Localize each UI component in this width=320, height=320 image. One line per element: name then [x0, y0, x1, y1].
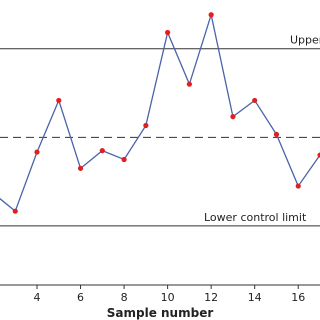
- x-tick-label: 16: [291, 291, 305, 304]
- data-point: [121, 156, 127, 163]
- data-point: [273, 131, 280, 137]
- data-point: [208, 12, 214, 18]
- data-point: [99, 148, 105, 154]
- data-point: [34, 149, 40, 155]
- data-point: [252, 97, 258, 104]
- x-tick-label: 6: [77, 291, 84, 304]
- data-point: [143, 122, 149, 129]
- data-point: [77, 165, 84, 171]
- data-point: [56, 97, 62, 104]
- x-tick-label: 8: [121, 291, 128, 304]
- x-tick-label: 4: [34, 291, 41, 304]
- data-point: [186, 81, 192, 87]
- x-tick-label: 14: [248, 291, 262, 304]
- x-axis-label: Sample number: [107, 306, 214, 320]
- data-point: [165, 29, 171, 36]
- data-point: [12, 208, 18, 214]
- x-tick-label: 12: [204, 291, 218, 304]
- x-tick-label: 10: [161, 291, 175, 304]
- control-limit-label: Lower control limit: [204, 211, 307, 224]
- data-point: [295, 183, 301, 189]
- data-line: [0, 12, 320, 213]
- data-point: [317, 152, 320, 158]
- data-point: [230, 114, 236, 120]
- control-limit-label: Upper: [290, 34, 320, 47]
